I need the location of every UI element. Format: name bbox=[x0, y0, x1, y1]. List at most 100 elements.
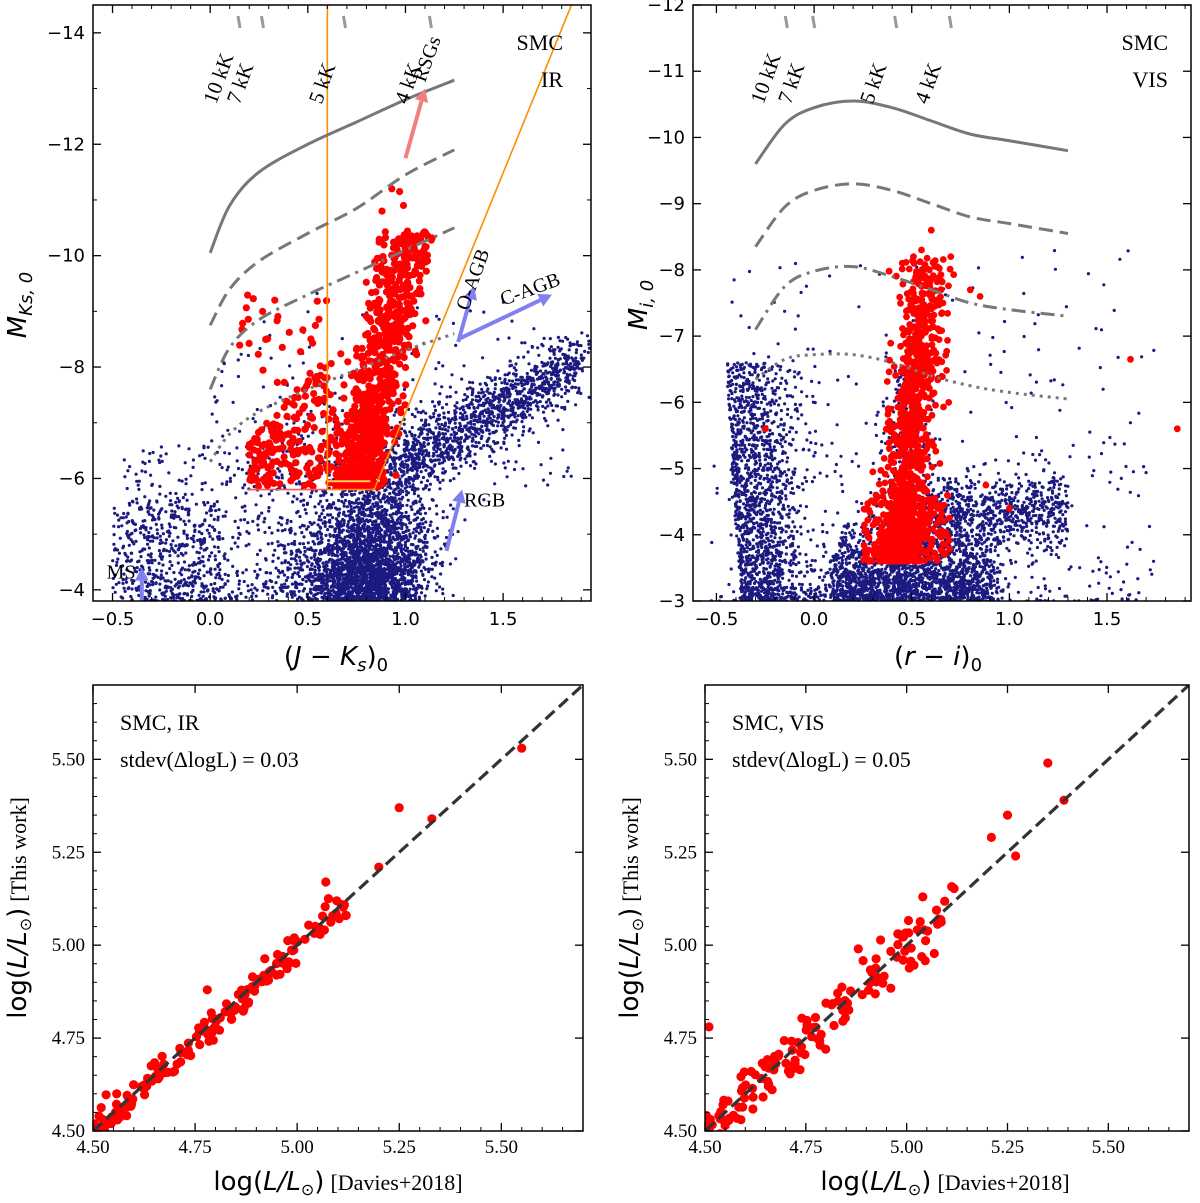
background-star bbox=[266, 592, 270, 596]
background-star bbox=[359, 573, 363, 577]
background-star bbox=[286, 568, 290, 572]
background-star bbox=[433, 458, 437, 462]
background-star bbox=[275, 475, 279, 479]
background-star bbox=[430, 471, 434, 475]
background-star bbox=[180, 596, 185, 601]
background-star bbox=[325, 545, 330, 549]
background-star bbox=[374, 567, 378, 571]
background-star bbox=[165, 571, 169, 575]
background-star bbox=[583, 349, 587, 353]
background-star bbox=[463, 518, 467, 522]
background-star bbox=[488, 432, 492, 436]
background-star bbox=[153, 558, 157, 562]
background-star bbox=[332, 584, 336, 588]
background-star bbox=[239, 518, 243, 522]
background-star bbox=[403, 562, 407, 566]
background-star bbox=[379, 543, 383, 547]
background-star bbox=[356, 526, 360, 530]
background-star bbox=[428, 523, 432, 528]
background-star bbox=[226, 465, 230, 469]
background-star bbox=[558, 368, 563, 372]
background-star bbox=[341, 541, 345, 545]
background-star bbox=[264, 571, 268, 575]
background-star bbox=[220, 482, 224, 486]
background-star bbox=[349, 504, 353, 508]
background-star bbox=[577, 343, 581, 348]
background-star bbox=[422, 462, 426, 466]
background-star bbox=[352, 509, 356, 513]
background-star bbox=[397, 510, 401, 515]
background-star bbox=[202, 590, 206, 594]
background-star bbox=[450, 373, 454, 377]
background-star bbox=[388, 537, 392, 541]
background-star bbox=[424, 468, 428, 472]
background-star bbox=[383, 507, 387, 512]
background-star bbox=[358, 565, 362, 569]
background-star bbox=[394, 568, 398, 572]
background-star bbox=[463, 393, 467, 397]
background-star bbox=[224, 510, 228, 514]
background-star bbox=[405, 468, 410, 472]
background-star bbox=[434, 589, 438, 593]
background-star bbox=[404, 529, 408, 533]
background-star bbox=[400, 460, 404, 464]
background-star bbox=[465, 446, 469, 450]
background-star bbox=[205, 570, 209, 574]
background-star bbox=[421, 549, 425, 553]
background-star bbox=[243, 483, 247, 487]
background-star bbox=[408, 587, 412, 591]
background-star bbox=[399, 547, 403, 551]
background-star bbox=[399, 559, 403, 563]
background-star bbox=[469, 420, 473, 424]
background-star bbox=[520, 341, 524, 345]
background-star bbox=[280, 529, 284, 533]
background-star bbox=[527, 397, 531, 401]
background-star bbox=[464, 460, 468, 465]
background-star bbox=[295, 497, 299, 501]
background-star bbox=[333, 563, 337, 567]
background-star bbox=[452, 436, 456, 440]
background-star bbox=[561, 428, 565, 432]
background-star bbox=[242, 579, 246, 584]
background-star bbox=[465, 404, 469, 408]
background-star bbox=[441, 478, 445, 482]
background-star bbox=[416, 516, 420, 520]
background-star bbox=[478, 382, 482, 386]
background-star bbox=[182, 577, 186, 582]
background-star bbox=[451, 507, 455, 511]
background-star bbox=[517, 438, 521, 442]
background-star bbox=[134, 588, 139, 592]
background-star bbox=[455, 406, 459, 410]
background-star bbox=[542, 372, 546, 376]
background-star bbox=[542, 389, 546, 393]
background-star bbox=[541, 410, 546, 414]
background-star bbox=[386, 597, 390, 601]
background-star bbox=[407, 518, 411, 522]
background-star bbox=[408, 569, 412, 574]
background-star bbox=[416, 509, 420, 513]
background-star bbox=[515, 402, 519, 406]
background-star bbox=[254, 503, 258, 507]
background-star bbox=[479, 429, 483, 433]
background-star bbox=[388, 513, 392, 517]
background-star bbox=[309, 409, 313, 413]
background-star bbox=[280, 473, 284, 477]
background-star bbox=[502, 461, 506, 465]
background-star bbox=[422, 566, 426, 570]
background-star bbox=[541, 478, 546, 482]
background-star bbox=[394, 562, 398, 566]
background-star bbox=[396, 481, 400, 485]
background-star bbox=[379, 591, 383, 595]
background-star bbox=[364, 577, 368, 581]
background-star bbox=[372, 558, 376, 562]
background-star bbox=[269, 356, 273, 360]
background-star bbox=[150, 483, 154, 487]
background-star bbox=[335, 507, 339, 511]
background-star bbox=[488, 376, 492, 380]
background-star bbox=[361, 554, 366, 558]
background-star bbox=[491, 423, 495, 428]
background-star bbox=[314, 511, 318, 515]
background-star bbox=[352, 492, 357, 496]
background-star bbox=[575, 348, 579, 352]
background-star bbox=[346, 560, 350, 565]
